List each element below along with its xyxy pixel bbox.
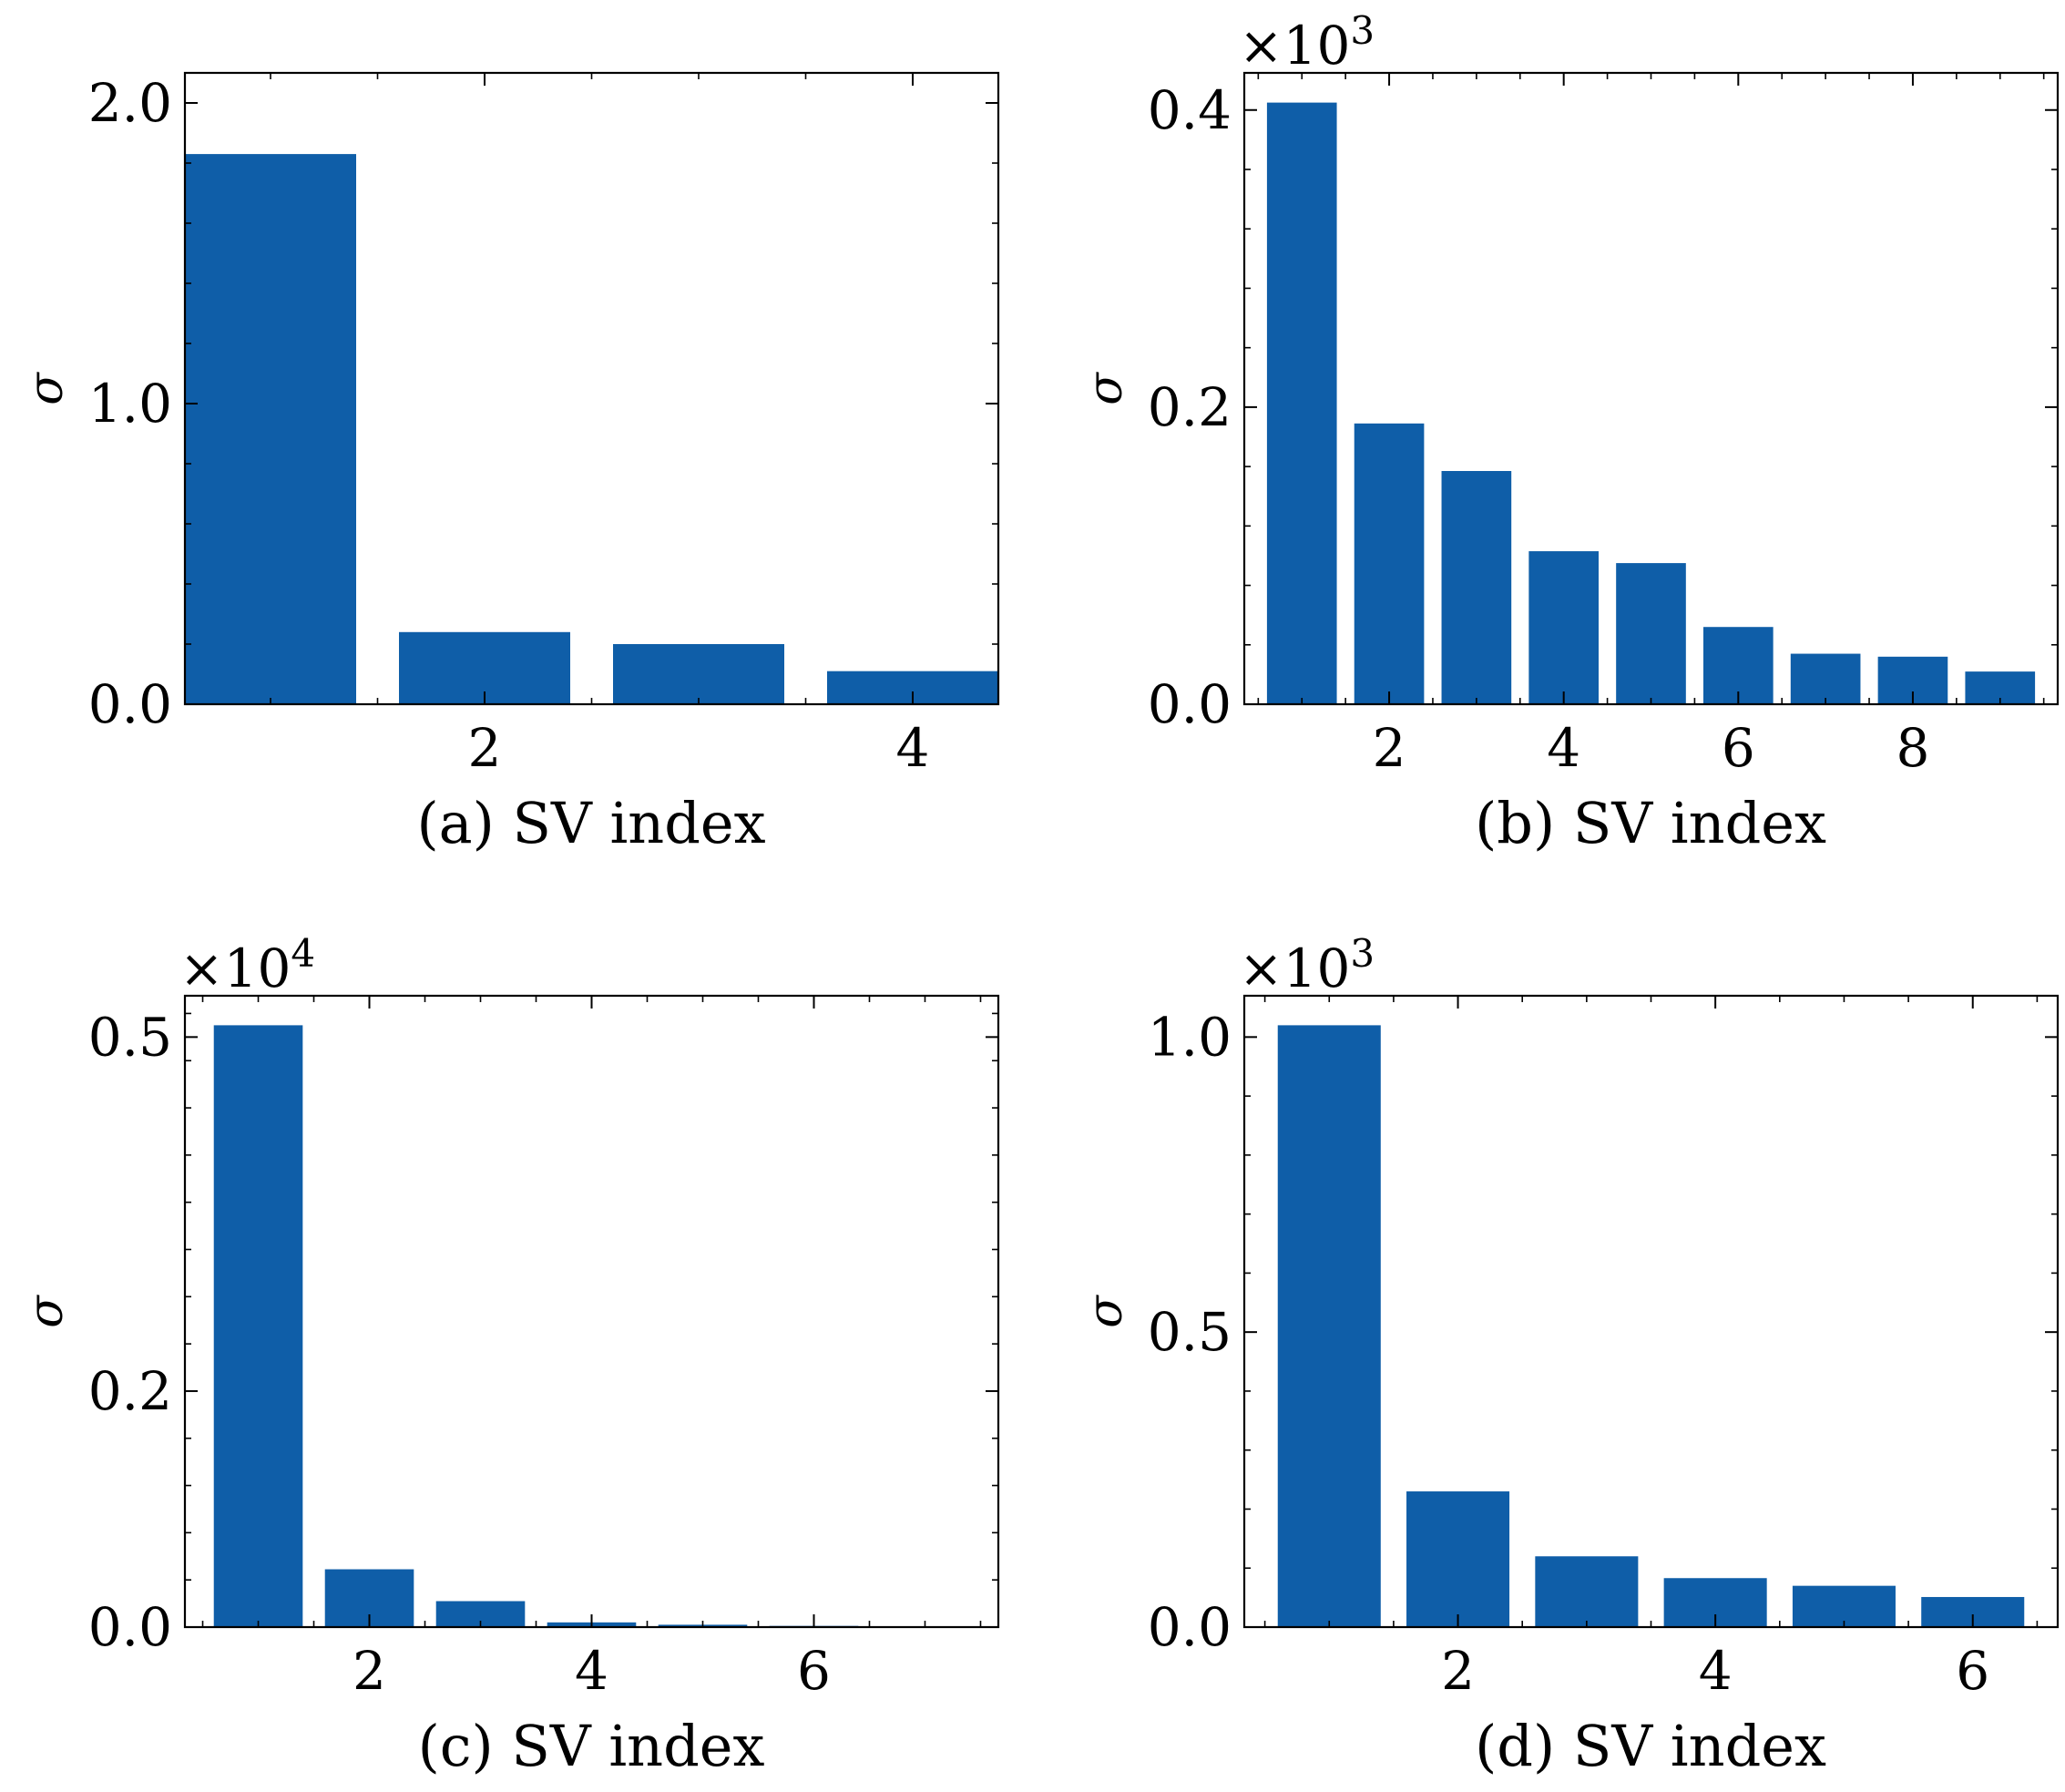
panel-b-bars <box>1266 102 2036 705</box>
panel-d-multiplier: ×103 <box>1239 931 1375 999</box>
y-tick-label: 0.4 <box>1148 79 1232 141</box>
panel-a-bars <box>185 154 998 705</box>
panel-b-multiplier-base: ×10 <box>1239 15 1350 77</box>
panel-b-bar-7 <box>1790 653 1861 704</box>
y-tick-label: 0.0 <box>88 1596 172 1658</box>
panel-b-multiplier: ×103 <box>1239 8 1375 77</box>
panel-d-bars <box>1277 1025 2025 1627</box>
panel-c-multiplier: ×104 <box>179 931 315 999</box>
y-tick-label: 0.0 <box>88 673 172 735</box>
panel-b-xlabel: (b) SV index <box>1475 790 1826 856</box>
panel-a-ticks: 2 4 0.0 1.0 2.0 <box>88 72 998 779</box>
panel-b-bar-4 <box>1528 551 1600 704</box>
panel-b-bar-5 <box>1616 563 1686 704</box>
panel-c-ylabel: σ <box>19 1295 74 1328</box>
x-tick-label: 4 <box>896 717 930 779</box>
panel-c-ticks: 2 4 6 0.0 0.2 0.5 <box>88 996 998 1702</box>
y-tick-label: 0.5 <box>88 1006 172 1068</box>
panel-b-multiplier-exp: 3 <box>1350 8 1375 53</box>
panel-b-bar-1 <box>1266 102 1337 705</box>
panel-d-bar-1 <box>1277 1025 1381 1627</box>
y-tick-label: 0.2 <box>1148 376 1232 438</box>
x-tick-label: 2 <box>353 1640 386 1702</box>
panel-c-bar-1 <box>213 1025 303 1627</box>
y-tick-label: 0.5 <box>1148 1301 1232 1363</box>
x-tick-label: 6 <box>797 1640 831 1702</box>
x-tick-label: 2 <box>1373 717 1406 779</box>
panel-b: 2 4 6 8 0.0 0.2 0.4 ×103 σ (b) SV index <box>1079 8 2060 856</box>
x-tick-label: 4 <box>1547 717 1580 779</box>
panel-b-bar-3 <box>1441 471 1512 704</box>
panel-d-multiplier-base: ×10 <box>1239 937 1350 999</box>
y-tick-label: 2.0 <box>88 72 172 134</box>
panel-c-frame <box>183 994 1000 1629</box>
panel-d-ticks: 2 4 6 0.0 0.5 1.0 <box>1148 996 2058 1702</box>
x-tick-label: 2 <box>1441 1640 1475 1702</box>
panel-d-ylabel: σ <box>1079 1295 1133 1328</box>
panel-a-ylabel: σ <box>19 372 74 405</box>
panel-c-bars <box>213 1025 859 1627</box>
panel-a-bar-3 <box>613 644 784 704</box>
panel-c-multiplier-exp: 4 <box>291 931 315 976</box>
panel-c-multiplier-base: ×10 <box>179 937 291 999</box>
panel-d-bar-2 <box>1406 1491 1510 1627</box>
y-tick-label: 1.0 <box>1148 1006 1232 1068</box>
panel-a: 2 4 0.0 1.0 2.0 σ (a) SV index <box>19 71 1000 856</box>
panel-b-bar-6 <box>1702 627 1774 704</box>
panel-c-xlabel: (c) SV index <box>418 1713 765 1779</box>
x-tick-label: 8 <box>1896 717 1929 779</box>
panel-a-bar-1 <box>185 154 356 705</box>
panel-b-bar-2 <box>1354 423 1425 704</box>
panel-d-bar-5 <box>1792 1585 1896 1627</box>
y-tick-label: 0.2 <box>88 1360 172 1422</box>
y-tick-label: 0.0 <box>1148 1596 1232 1658</box>
x-tick-label: 4 <box>1699 1640 1733 1702</box>
panel-d: 2 4 6 0.0 0.5 1.0 ×103 σ (d) SV index <box>1079 931 2060 1779</box>
panel-d-xlabel: (d) SV index <box>1475 1713 1826 1779</box>
x-tick-label: 2 <box>468 717 502 779</box>
panel-d-multiplier-exp: 3 <box>1350 931 1375 976</box>
y-tick-label: 0.0 <box>1148 673 1232 735</box>
x-tick-label: 6 <box>1956 1640 1989 1702</box>
panel-b-ticks: 2 4 6 8 0.0 0.2 0.4 <box>1148 73 2058 779</box>
panel-c: 2 4 60.00.20.5 ×104 σ (c) SV index <box>19 931 1000 1779</box>
y-tick-label: 1.0 <box>88 373 172 435</box>
panel-d-bar-3 <box>1535 1556 1639 1627</box>
panel-b-ylabel: σ <box>1079 372 1133 405</box>
x-tick-label: 6 <box>1722 717 1755 779</box>
x-tick-label: 4 <box>575 1640 608 1702</box>
panel-a-xlabel: (a) SV index <box>416 790 765 856</box>
